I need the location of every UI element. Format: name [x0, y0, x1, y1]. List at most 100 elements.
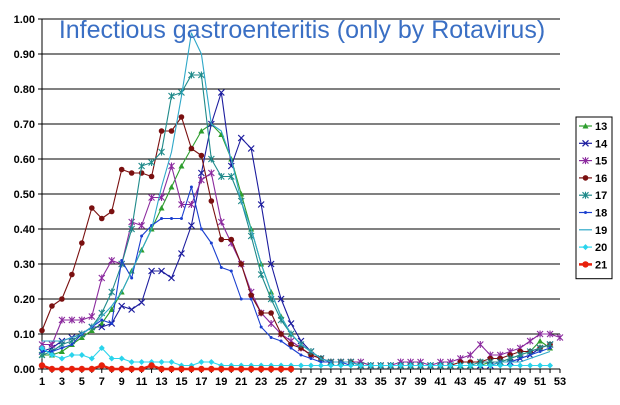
- point-15-53: [556, 334, 564, 341]
- point-14-21: [237, 134, 245, 142]
- series-17: [38, 71, 554, 369]
- point-20-33: [357, 362, 364, 369]
- point-18-52: [548, 346, 552, 350]
- point-18-14: [170, 217, 173, 220]
- point-16-1: [39, 327, 45, 334]
- point-18-10: [130, 276, 134, 280]
- point-15-14: [168, 162, 175, 170]
- point-21-14: [168, 365, 175, 373]
- point-18-26: [289, 346, 293, 350]
- x-tick-label-19: 19: [215, 376, 227, 388]
- legend-entry-18: 18: [579, 208, 607, 220]
- x-tick-label-17: 17: [195, 376, 207, 388]
- point-14-25: [277, 295, 285, 303]
- x-tick-label-31: 31: [335, 376, 347, 388]
- x-tick-label-39: 39: [414, 376, 426, 388]
- point-17-10: [128, 225, 136, 233]
- point-16-21: [238, 261, 245, 267]
- point-18-25: [279, 339, 283, 343]
- point-20-41: [437, 362, 444, 369]
- point-15-24: [267, 320, 275, 327]
- legend-entry-13: 13: [579, 121, 607, 133]
- point-15-12: [148, 194, 155, 201]
- x-tick-label-13: 13: [155, 376, 167, 388]
- point-20-47: [497, 362, 504, 369]
- legend-label-17: 17: [595, 190, 607, 202]
- x-tick-label-43: 43: [454, 376, 466, 388]
- legend-marker-21: [582, 261, 589, 268]
- legend-marker-17: [582, 191, 589, 199]
- point-16-14: [168, 128, 175, 134]
- x-tick-label-37: 37: [394, 376, 406, 388]
- point-14-23: [257, 201, 265, 208]
- point-20-36: [387, 362, 394, 369]
- y-tick-label-0.80: 0.80: [14, 84, 35, 96]
- point-20-2: [48, 352, 55, 358]
- legend-entry-19: 19: [579, 225, 607, 237]
- point-21-2: [48, 365, 56, 373]
- point-21-9: [118, 365, 125, 373]
- point-15-44: [466, 351, 474, 359]
- series-line-16: [41, 116, 551, 367]
- legend-marker-20: [582, 244, 589, 251]
- point-16-5: [79, 240, 85, 246]
- x-tick-label-47: 47: [494, 376, 506, 388]
- point-21-25: [277, 365, 285, 373]
- point-14-17: [197, 169, 205, 177]
- point-15-4: [68, 316, 76, 324]
- point-18-50: [528, 353, 532, 357]
- point-16-7: [98, 215, 105, 222]
- point-15-11: [138, 222, 146, 229]
- point-20-29: [317, 362, 324, 369]
- legend-marker-16: [582, 175, 589, 181]
- point-21-20: [228, 365, 235, 373]
- point-16-15: [178, 114, 185, 120]
- point-20-18: [208, 359, 215, 365]
- point-16-4: [69, 271, 75, 278]
- point-20-32: [347, 362, 354, 369]
- legend-entry-17: 17: [579, 190, 607, 202]
- point-18-24: [269, 336, 273, 339]
- point-20-48: [507, 362, 514, 369]
- legend-box: [575, 116, 613, 280]
- point-17-8: [108, 288, 116, 296]
- point-16-10: [128, 170, 135, 176]
- point-17-7: [98, 309, 106, 317]
- series-21: [38, 362, 295, 373]
- point-20-4: [68, 352, 75, 358]
- point-16-19: [218, 236, 225, 243]
- legend-entry-21: 21: [579, 259, 607, 271]
- point-13-7: [98, 320, 105, 326]
- point-16-16: [188, 145, 195, 152]
- legend-label-20: 20: [595, 242, 607, 254]
- point-16-26: [288, 341, 294, 348]
- point-20-7: [98, 345, 105, 351]
- point-15-6: [88, 313, 96, 320]
- point-20-27: [298, 362, 304, 369]
- point-15-15: [178, 201, 185, 208]
- point-20-17: [198, 359, 205, 365]
- point-16-17: [198, 152, 205, 159]
- series-lines: [38, 32, 564, 373]
- point-15-51: [536, 330, 544, 338]
- point-16-8: [108, 208, 115, 215]
- point-21-16: [188, 365, 195, 373]
- point-15-17: [197, 176, 205, 184]
- x-tick-label-3: 3: [59, 376, 65, 388]
- point-21-24: [267, 365, 275, 373]
- x-tick-label-27: 27: [295, 376, 307, 388]
- point-21-18: [208, 365, 215, 373]
- legend-marker-15: [582, 157, 589, 165]
- legend: 13 14 15 16 17 18 19 20 21: [575, 116, 613, 280]
- series-20: [39, 345, 554, 369]
- legend-label-13: 13: [595, 121, 607, 133]
- point-15-7: [98, 274, 106, 282]
- y-tick-label-0.70: 0.70: [14, 119, 35, 131]
- point-14-16: [187, 222, 195, 229]
- point-15-10: [128, 218, 136, 226]
- point-21-8: [108, 365, 115, 373]
- point-20-13: [158, 359, 165, 365]
- point-15-3: [58, 316, 66, 324]
- point-21-3: [58, 365, 66, 373]
- point-14-22: [247, 145, 255, 152]
